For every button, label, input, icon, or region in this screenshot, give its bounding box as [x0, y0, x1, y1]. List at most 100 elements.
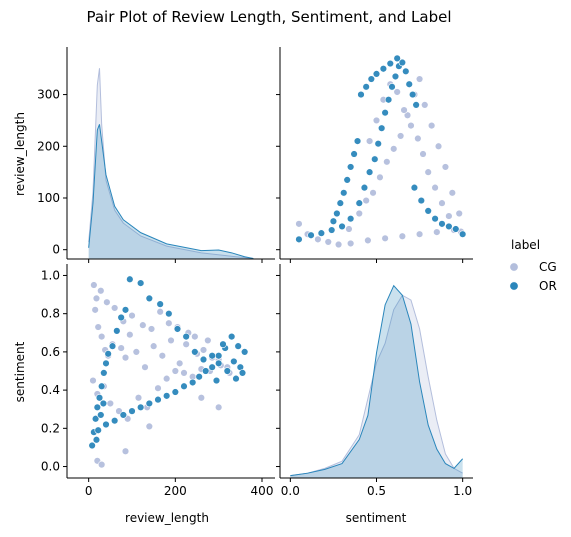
review-length-vs-sentiment-or-point — [384, 96, 393, 104]
top-left-y-tick-label: 100 — [37, 191, 60, 205]
bottom-left-x-tick-label: 400 — [251, 484, 274, 498]
sentiment-vs-review-length-or-point — [156, 300, 164, 308]
sentiment-vs-review-length-or-point — [234, 342, 242, 350]
sentiment-vs-review-length-cg-point — [90, 281, 98, 289]
review-length-vs-sentiment-cg-point — [415, 75, 424, 83]
sentiment-vs-review-length-cg-point — [121, 447, 130, 455]
sentiment-vs-review-length-cg-point — [97, 460, 106, 469]
review-length-vs-sentiment-or-point — [317, 229, 326, 237]
sentiment-vs-review-length-cg-point — [149, 342, 158, 350]
bottom-left-y-tick-label: 0.2 — [41, 421, 60, 435]
bottom-right-x-tick-label: 0.0 — [281, 484, 300, 498]
sentiment-vs-review-length-cg-point — [91, 306, 99, 314]
sentiment-vs-review-length-or-point — [145, 399, 154, 408]
sentiment-vs-review-length-or-point — [199, 355, 208, 364]
review-length-vs-sentiment-or-point — [405, 80, 413, 88]
review-length-vs-sentiment-or-point — [452, 225, 460, 233]
sentiment-vs-review-length-or-point — [171, 388, 180, 396]
sentiment-vs-review-length-cg-point — [141, 363, 149, 371]
sentiment-vs-review-length-cg-point — [156, 308, 164, 316]
sentiment-vs-review-length-or-point — [180, 382, 188, 390]
sentiment-vs-review-length-or-point — [93, 403, 102, 412]
review-length-vs-sentiment-cg-point — [396, 132, 405, 140]
review-length-vs-sentiment-or-point — [343, 176, 351, 184]
review-length-vs-sentiment-or-point — [408, 90, 417, 99]
review-length-vs-sentiment-or-point — [362, 83, 370, 91]
review-length-vs-sentiment-or-point — [329, 217, 338, 225]
sentiment-vs-review-length-or-point — [97, 411, 105, 419]
top-left-y-tick-label: 0 — [52, 243, 60, 257]
sentiment-vs-review-length-cg-point — [171, 367, 180, 375]
top-left-y-axis-label: review_length — [13, 112, 27, 196]
sentiment-vs-review-length-or-point — [191, 348, 199, 356]
review-length-vs-sentiment-or-point — [410, 183, 419, 192]
sentiment-vs-review-length-or-point — [104, 350, 112, 358]
sentiment-vs-review-length-cg-point — [197, 394, 206, 402]
review-length-cg-kde-line — [88, 68, 254, 259]
sentiment-vs-review-length-or-point — [201, 367, 210, 375]
review-length-vs-sentiment-or-point — [307, 231, 315, 239]
sentiment-vs-review-length-or-point — [219, 340, 227, 348]
sentiment-vs-review-length-or-point — [113, 327, 121, 335]
sentiment-vs-review-length-or-point — [173, 325, 182, 333]
sentiment-vs-review-length-or-point — [119, 411, 128, 419]
sentiment-vs-review-length-cg-point — [199, 346, 208, 354]
sentiment-vs-review-length-cg-point — [103, 298, 111, 306]
bottom-right-x-tick-label: 1.0 — [453, 484, 472, 498]
review-length-vs-sentiment-scatter-group — [295, 54, 467, 249]
review-length-vs-sentiment-or-point — [374, 139, 382, 148]
sentiment-vs-review-length-or-point — [208, 352, 216, 360]
bottom-right-x-axis-label: sentiment — [346, 511, 407, 525]
sentiment-vs-review-length-or-point — [223, 367, 232, 375]
review-length-vs-sentiment-or-point — [398, 58, 407, 67]
review-length-vs-sentiment-cg-point — [419, 150, 427, 158]
sentiment-vs-review-length-cg-point — [191, 332, 199, 341]
review-length-vs-sentiment-or-point — [386, 59, 394, 68]
review-length-vs-sentiment-or-point — [295, 235, 303, 244]
sentiment-vs-review-length-or-point — [162, 392, 171, 400]
review-length-or-kde-line — [88, 124, 254, 259]
sentiment-vs-review-length-cg-point — [110, 304, 119, 312]
sentiment-vs-review-length-cg-point — [139, 321, 147, 329]
bottom-left-axes: 0 200 400 0.0 0.2 0.4 0.6 0.8 1.0 — [41, 264, 275, 498]
review-length-vs-sentiment-cg-point — [346, 239, 355, 248]
sentiment-vs-review-length-or-point — [208, 363, 216, 371]
sentiment-vs-review-length-scatter-group — [88, 275, 249, 469]
sentiment-vs-review-length-or-point — [214, 359, 223, 368]
legend-item-cg-label: CG — [539, 260, 557, 274]
sentiment-vs-review-length-or-point — [126, 275, 134, 283]
sentiment-vs-review-length-or-point — [154, 395, 162, 404]
sentiment-kde-group — [290, 284, 464, 478]
sentiment-vs-review-length-cg-point — [204, 336, 212, 345]
sentiment-vs-review-length-or-point — [212, 376, 221, 385]
review-length-vs-sentiment-or-point — [381, 108, 389, 117]
review-length-vs-sentiment-or-point — [458, 230, 467, 238]
review-length-vs-sentiment-cg-point — [383, 158, 391, 166]
review-length-vs-sentiment-cg-point — [445, 212, 453, 220]
sentiment-vs-review-length-cg-point — [175, 359, 184, 368]
review-length-vs-sentiment-cg-point — [403, 111, 412, 119]
sentiment-vs-review-length-or-point — [136, 279, 145, 287]
sentiment-vs-review-length-cg-point — [165, 319, 173, 327]
sentiment-vs-review-length-cg-point — [182, 340, 190, 348]
review-length-vs-sentiment-cg-point — [424, 168, 432, 176]
review-length-vs-sentiment-or-point — [365, 168, 374, 176]
sentiment-vs-review-length-or-point — [102, 420, 110, 429]
sentiment-vs-review-length-or-point — [88, 441, 96, 450]
bottom-left-y-tick-label: 0.4 — [41, 383, 60, 397]
review-length-kde-group — [88, 68, 254, 259]
review-length-vs-sentiment-or-point — [355, 199, 363, 207]
review-length-vs-sentiment-cg-point — [372, 116, 381, 125]
review-length-vs-sentiment-cg-point — [390, 145, 398, 153]
sentiment-vs-review-length-cg-point — [126, 330, 134, 339]
review-length-vs-sentiment-or-point — [431, 214, 439, 223]
review-length-vs-sentiment-or-point — [367, 75, 376, 83]
review-length-vs-sentiment-or-point — [388, 83, 396, 91]
sentiment-vs-review-length-cg-point — [121, 353, 130, 362]
sentiment-vs-review-length-cg-point — [128, 311, 136, 320]
bottom-right-x-tick-label: 0.5 — [367, 484, 386, 498]
sentiment-vs-review-length-cg-point — [154, 384, 162, 392]
legend-item-cg-marker — [509, 262, 519, 272]
review-length-vs-sentiment-or-point — [336, 199, 345, 207]
